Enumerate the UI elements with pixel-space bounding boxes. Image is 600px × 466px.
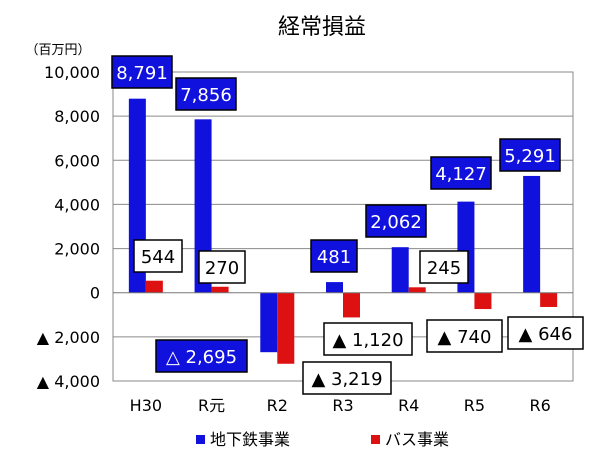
data-label-box bbox=[155, 339, 248, 373]
y-tick-label: ▲ 4,000 bbox=[37, 372, 100, 391]
subway-data-label-R4: 2,062 bbox=[365, 204, 427, 238]
subway-data-label-R3: 481 bbox=[310, 239, 358, 273]
subway-bar-R2 bbox=[260, 292, 278, 353]
x-tick-label: H30 bbox=[130, 396, 162, 415]
data-label-text: 245 bbox=[427, 258, 461, 279]
bus-data-label-R5: ▲ 740 bbox=[426, 319, 503, 353]
data-labels: 8,791 7,856 △ 2,695 481 2,062 4,127 5,291 544 27… bbox=[111, 55, 584, 395]
subway-bar-R元 bbox=[194, 119, 212, 293]
y-tick-label: 2,000 bbox=[54, 240, 100, 259]
data-label-box bbox=[133, 239, 183, 273]
legend-swatch-subway bbox=[196, 435, 205, 444]
bus-bar-R4 bbox=[408, 287, 426, 293]
data-label-box bbox=[499, 138, 561, 172]
data-label-box bbox=[507, 316, 584, 350]
data-label-text: ▲ 3,219 bbox=[311, 369, 382, 390]
data-label-box bbox=[426, 319, 503, 353]
data-label-box bbox=[175, 77, 237, 111]
data-label-text: ▲ 646 bbox=[519, 324, 573, 345]
subway-data-label-R元: 7,856 bbox=[175, 77, 237, 111]
data-label-text: 2,062 bbox=[370, 212, 422, 233]
data-label-text: 544 bbox=[141, 247, 175, 268]
data-label-box bbox=[198, 250, 246, 284]
legend-label-bus: バス事業 bbox=[385, 430, 449, 449]
data-label-box bbox=[111, 55, 173, 89]
data-label-box bbox=[310, 239, 358, 273]
y-tick-label: ▲ 2,000 bbox=[37, 328, 100, 347]
y-tick-label: 4,000 bbox=[54, 195, 100, 214]
data-label-text: 481 bbox=[317, 247, 351, 268]
data-label-text: ▲ 740 bbox=[438, 327, 492, 348]
x-tick-label: R4 bbox=[398, 396, 419, 415]
bus-bar-R6 bbox=[540, 292, 558, 307]
y-tick-label: 6,000 bbox=[54, 151, 100, 170]
subway-data-label-R2: △ 2,695 bbox=[155, 339, 248, 373]
x-tick-label: R2 bbox=[267, 396, 288, 415]
x-tick-label: R3 bbox=[332, 396, 353, 415]
bus-data-label-R3: ▲ 1,120 bbox=[323, 322, 413, 356]
y-tick-label: 10,000 bbox=[44, 63, 100, 82]
subway-data-label-H30: 8,791 bbox=[111, 55, 173, 89]
x-tick-label: R元 bbox=[198, 396, 225, 415]
data-label-text: 7,856 bbox=[180, 85, 232, 106]
y-tick-label: 8,000 bbox=[54, 107, 100, 126]
bus-bar-R3 bbox=[343, 292, 360, 318]
data-label-text: △ 2,695 bbox=[166, 347, 237, 368]
data-label-box bbox=[419, 250, 469, 284]
bus-bar-H30 bbox=[145, 280, 163, 293]
data-label-text: 5,291 bbox=[504, 146, 556, 167]
bus-data-label-R4: 245 bbox=[419, 250, 469, 284]
bus-data-label-R元: 270 bbox=[198, 250, 246, 284]
subway-bar-R4 bbox=[391, 247, 409, 293]
legend-label-subway: 地下鉄事業 bbox=[210, 430, 290, 449]
bus-data-label-R2: ▲ 3,219 bbox=[302, 361, 392, 395]
y-unit-label: （百万円） bbox=[25, 43, 90, 58]
y-tick-label: 0 bbox=[90, 284, 100, 303]
x-tick-label: R6 bbox=[529, 396, 550, 415]
bus-bar-R元 bbox=[211, 286, 229, 293]
chart-title: 経常損益 bbox=[278, 15, 366, 40]
subway-bar-R3 bbox=[326, 282, 343, 293]
data-label-box bbox=[323, 322, 413, 356]
x-tick-labels: H30 R元 R2 R3 R4 R5 R6 bbox=[130, 396, 551, 415]
legend: 地下鉄事業 バス事業 bbox=[196, 430, 449, 449]
subway-data-label-R6: 5,291 bbox=[499, 138, 561, 172]
bus-data-label-H30: 544 bbox=[133, 239, 183, 273]
bars bbox=[128, 98, 558, 364]
data-label-text: 8,791 bbox=[116, 63, 168, 84]
data-label-text: ▲ 1,120 bbox=[332, 330, 403, 351]
x-tick-label: R5 bbox=[464, 396, 485, 415]
data-label-text: 4,127 bbox=[435, 164, 487, 185]
bus-data-label-R6: ▲ 646 bbox=[507, 316, 584, 350]
bus-bar-R5 bbox=[474, 292, 492, 310]
subway-bar-R6 bbox=[523, 175, 541, 293]
bus-bar-R2 bbox=[277, 292, 295, 364]
legend-swatch-bus bbox=[371, 435, 380, 444]
subway-data-label-R5: 4,127 bbox=[430, 156, 492, 190]
data-label-box bbox=[365, 204, 427, 238]
data-label-box bbox=[430, 156, 492, 190]
data-label-text: 270 bbox=[205, 258, 239, 279]
data-label-box bbox=[302, 361, 392, 395]
y-tick-labels: 10,000 8,000 6,000 4,000 2,000 0 ▲ 2,000 ▲ 4,00… bbox=[37, 63, 100, 391]
